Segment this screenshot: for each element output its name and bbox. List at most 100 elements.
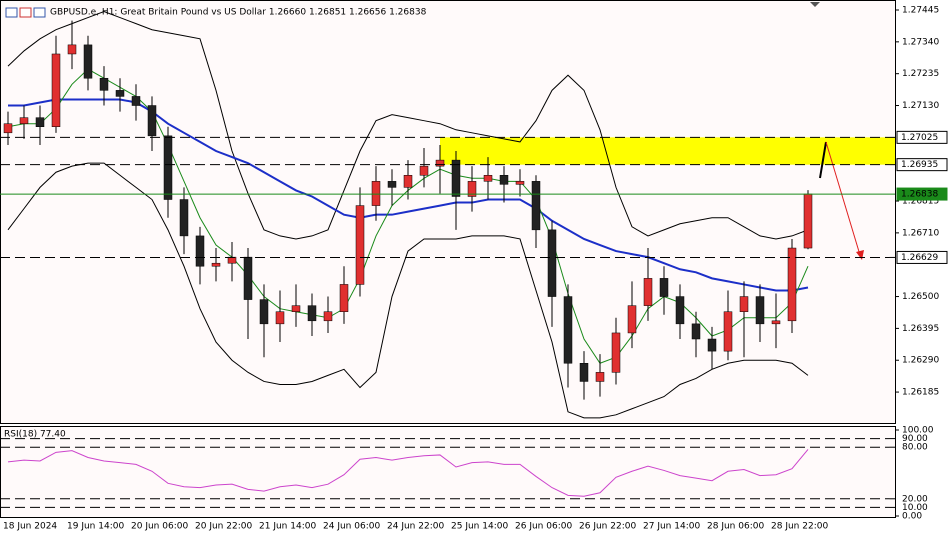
x-tick-label: 19 Jun 14:00	[67, 522, 124, 532]
candle-body	[659, 278, 669, 297]
y-tick-label: 10.00	[902, 503, 928, 513]
candle-body	[323, 311, 333, 322]
candle-body	[499, 175, 509, 185]
candle-body	[451, 159, 461, 197]
candle-body	[211, 262, 221, 267]
level-label-box	[896, 250, 948, 264]
level-label: 1.26838	[901, 190, 938, 200]
candle-body	[611, 332, 621, 373]
candle-body	[515, 181, 525, 185]
chart-title: GBPUSD.e, H1: Great Britain Pound vs US …	[50, 8, 427, 18]
candle-body	[83, 44, 93, 79]
candle-body	[291, 305, 301, 312]
candle-body	[259, 299, 269, 325]
level-label: 1.27025	[901, 133, 938, 143]
candle-body	[67, 44, 77, 55]
candle-body	[3, 123, 13, 134]
rsi-title: RSI(18) 77.40	[4, 430, 66, 440]
candle-body	[275, 311, 285, 325]
candle-body	[691, 323, 701, 340]
candle-body	[595, 372, 605, 382]
candle-body	[739, 296, 749, 312]
main-panel	[0, 0, 896, 424]
x-tick-label: 26 Jun 22:00	[579, 522, 636, 532]
projection-up	[819, 141, 827, 179]
candle-body	[35, 117, 45, 127]
rsi-panel	[0, 426, 896, 518]
x-tick-label: 24 Jun 06:00	[323, 522, 380, 532]
candle-body	[147, 105, 157, 137]
indicator-line	[7, 10, 809, 240]
y-tick-label: 1.27445	[902, 6, 939, 16]
candle-body	[531, 181, 541, 231]
y-tick-label: 1.26815	[902, 197, 939, 207]
candle-body	[707, 338, 717, 352]
x-tick-label: 27 Jun 14:00	[643, 522, 700, 532]
candle-body	[307, 305, 317, 322]
x-tick-label: 20 Jun 22:00	[195, 522, 252, 532]
x-tick-label: 21 Jun 14:00	[259, 522, 316, 532]
candle-body	[563, 296, 573, 364]
toolbar-icons	[5, 7, 46, 18]
y-tick-label: 0.00	[902, 512, 922, 522]
y-tick-label: 1.26710	[902, 228, 939, 238]
x-tick-label: 18 Jun 2024	[3, 522, 57, 532]
indicator-line	[7, 162, 809, 419]
projection-down	[825, 141, 861, 256]
candle-body	[483, 175, 493, 182]
candle-body	[803, 193, 813, 249]
level-label: 1.26629	[901, 253, 938, 263]
x-tick-label: 26 Jun 06:00	[515, 522, 572, 532]
candle-body	[643, 278, 653, 306]
candle-body	[547, 229, 557, 297]
candle-body	[579, 363, 589, 382]
candle-body	[179, 199, 189, 237]
x-tick-label: 25 Jun 14:00	[451, 522, 508, 532]
x-tick-label: 28 Jun 22:00	[771, 522, 828, 532]
y-tick-label: 90.00	[902, 434, 928, 444]
y-tick-label: 1.26500	[902, 292, 939, 302]
candle-body	[787, 247, 797, 322]
y-tick-label: 20.00	[902, 494, 928, 504]
candle-body	[627, 305, 637, 334]
candle-body	[243, 256, 253, 300]
y-tick-label: 100.00	[902, 426, 934, 436]
plot-layer	[3, 10, 895, 419]
candle-body	[675, 296, 685, 325]
y-tick-label: 1.27130	[902, 101, 939, 111]
candle-body	[355, 205, 365, 285]
y-tick-label: 1.27235	[902, 69, 939, 79]
candle-body	[387, 181, 397, 188]
candle-body	[51, 53, 61, 127]
shift-marker	[810, 2, 820, 7]
candle-body	[99, 77, 109, 91]
level-label-box	[896, 130, 948, 144]
candle-body	[371, 181, 381, 206]
candle-body	[755, 296, 765, 325]
rsi-line	[7, 449, 809, 497]
x-tick-label: 20 Jun 06:00	[131, 522, 188, 532]
candle-body	[723, 311, 733, 352]
candle-body	[19, 117, 29, 124]
candle-body	[163, 135, 173, 200]
candle-body	[403, 175, 413, 188]
candle-body	[131, 96, 141, 106]
x-tick-label: 24 Jun 22:00	[387, 522, 444, 532]
candle-body	[467, 181, 477, 197]
y-tick-label: 80.00	[902, 443, 928, 453]
candle-body	[419, 165, 429, 176]
level-label: 1.26935	[901, 160, 938, 170]
zone	[440, 137, 895, 165]
x-tick-label: 28 Jun 06:00	[707, 522, 764, 532]
candle-body	[339, 284, 349, 312]
candle-body	[771, 320, 781, 325]
y-tick-label: 1.26290	[902, 356, 939, 366]
indicator-line	[8, 98, 809, 292]
y-tick-label: 1.26395	[902, 324, 939, 334]
candle-body	[435, 159, 445, 167]
y-tick-label: 1.27340	[902, 37, 939, 47]
candle-body	[227, 256, 237, 264]
candle-body	[195, 235, 205, 267]
level-label-box	[896, 158, 948, 172]
